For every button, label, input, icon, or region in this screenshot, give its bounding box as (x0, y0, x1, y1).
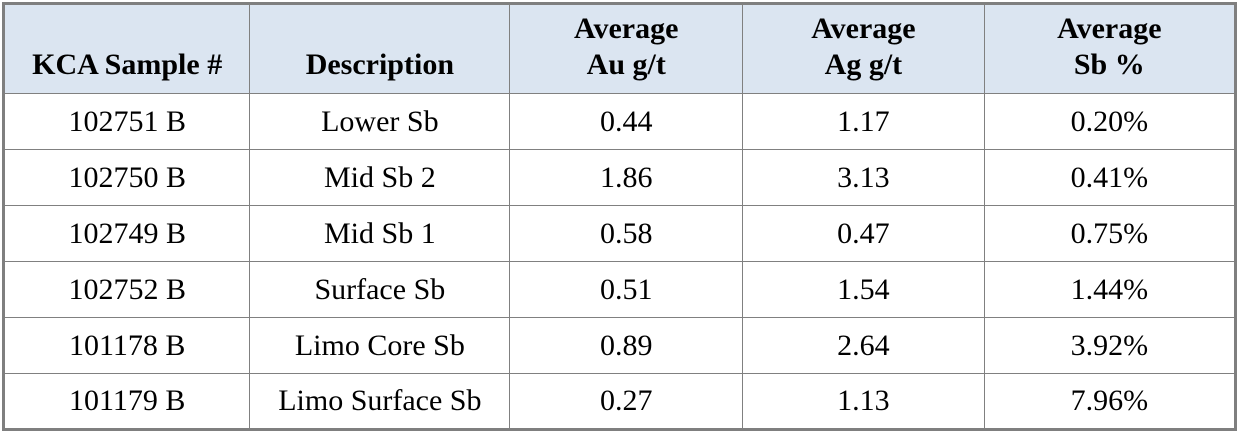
cell-description: Surface Sb (249, 261, 511, 318)
header-label: KCA Sample # (32, 48, 223, 82)
header-label: Average (574, 11, 679, 45)
cell-avg-sb: 0.75% (983, 205, 1237, 262)
cell-avg-ag: 1.54 (742, 261, 985, 318)
cell-avg-ag: 1.13 (742, 373, 985, 430)
cell-avg-sb: 0.41% (983, 149, 1237, 206)
cell-sample-number: 101178 B (2, 317, 251, 374)
table-row: 102751 B Lower Sb 0.44 1.17 0.20% (2, 93, 1237, 150)
cell-sample-number: 102750 B (2, 149, 251, 206)
cell-description: Mid Sb 1 (249, 205, 511, 262)
cell-avg-ag: 0.47 (742, 205, 985, 262)
cell-description: Limo Core Sb (249, 317, 511, 374)
table-row: 102752 B Surface Sb 0.51 1.54 1.44% (2, 261, 1237, 318)
header-label: Au g/t (586, 48, 666, 82)
column-header-average-ag: Average Ag g/t (742, 3, 985, 94)
header-label: Average (1057, 11, 1162, 45)
column-header-average-sb: Average Sb % (983, 3, 1237, 94)
cell-avg-au: 0.58 (509, 205, 744, 262)
table-header-row: KCA Sample # Description Average Au g/t … (2, 3, 1237, 94)
cell-avg-ag: 1.17 (742, 93, 985, 150)
cell-avg-sb: 3.92% (983, 317, 1237, 374)
cell-sample-number: 102751 B (2, 93, 251, 150)
header-label: Description (305, 48, 455, 82)
table-row: 101178 B Limo Core Sb 0.89 2.64 3.92% (2, 317, 1237, 374)
cell-avg-au: 0.51 (509, 261, 744, 318)
cell-description: Lower Sb (249, 93, 511, 150)
cell-avg-sb: 1.44% (983, 261, 1237, 318)
cell-sample-number: 102749 B (2, 205, 251, 262)
table-row: 102750 B Mid Sb 2 1.86 3.13 0.41% (2, 149, 1237, 206)
cell-avg-au: 1.86 (509, 149, 744, 206)
cell-avg-sb: 7.96% (983, 373, 1237, 430)
table-row: 102749 B Mid Sb 1 0.58 0.47 0.75% (2, 205, 1237, 262)
cell-avg-au: 0.44 (509, 93, 744, 150)
header-label: Ag g/t (824, 48, 903, 82)
cell-description: Mid Sb 2 (249, 149, 511, 206)
header-label: Average (811, 11, 916, 45)
column-header-description: Description (249, 3, 511, 94)
cell-avg-ag: 3.13 (742, 149, 985, 206)
cell-sample-number: 101179 B (2, 373, 251, 430)
cell-sample-number: 102752 B (2, 261, 251, 318)
table-row: 101179 B Limo Surface Sb 0.27 1.13 7.96% (2, 373, 1237, 430)
table-container: KCA Sample # Description Average Au g/t … (2, 2, 1237, 431)
assay-results-table: KCA Sample # Description Average Au g/t … (2, 2, 1237, 431)
column-header-kca-sample: KCA Sample # (2, 3, 251, 94)
cell-description: Limo Surface Sb (249, 373, 511, 430)
cell-avg-au: 0.27 (509, 373, 744, 430)
cell-avg-sb: 0.20% (983, 93, 1237, 150)
header-label: Sb % (1073, 48, 1145, 82)
table-body: 102751 B Lower Sb 0.44 1.17 0.20% 102750… (2, 93, 1237, 430)
cell-avg-ag: 2.64 (742, 317, 985, 374)
column-header-average-au: Average Au g/t (509, 3, 744, 94)
cell-avg-au: 0.89 (509, 317, 744, 374)
